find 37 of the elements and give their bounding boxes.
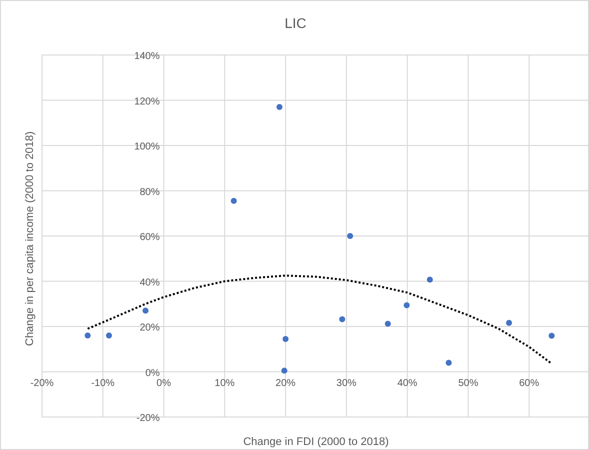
y-tick-label: 140% <box>134 51 160 62</box>
y-tick-label: 60% <box>140 232 160 243</box>
x-tick-label: -10% <box>91 378 115 389</box>
x-tick-label: 30% <box>336 378 357 389</box>
x-tick-label: 40% <box>397 378 418 389</box>
y-tick-label: 80% <box>140 186 160 198</box>
point <box>282 336 289 342</box>
y-tick-label: 100% <box>134 142 160 152</box>
chart-title: LIC <box>284 15 308 31</box>
x-tick-label: 10% <box>214 378 235 389</box>
point <box>548 332 555 339</box>
y-tick-label: 0% <box>145 368 160 379</box>
point <box>276 104 282 110</box>
point <box>384 320 391 327</box>
y-tick-label: 20% <box>140 322 160 334</box>
point <box>281 368 288 374</box>
point <box>347 233 354 239</box>
y-tick-label: -20% <box>136 413 160 424</box>
x-tick-label: 0% <box>156 378 172 389</box>
x-axis-title: Change in FDI (2000 to 2018) <box>243 436 389 448</box>
point <box>404 302 410 308</box>
y-tick-label: 40% <box>140 277 160 288</box>
point <box>230 198 237 204</box>
x-tick-label: 20% <box>276 378 296 389</box>
point <box>84 332 91 339</box>
point <box>426 276 433 283</box>
x-tick-label: -20% <box>30 378 54 389</box>
y-tick-label: 120% <box>134 96 160 108</box>
point <box>339 316 346 322</box>
point <box>506 320 512 326</box>
point <box>106 332 112 339</box>
y-axis-title: Change in per capita income (2000 to 2018) <box>24 131 36 346</box>
x-tick-label: 50% <box>458 378 478 389</box>
point <box>446 360 452 366</box>
line-series <box>86 274 552 364</box>
x-tick-label: 60% <box>519 378 540 389</box>
point <box>142 308 149 314</box>
